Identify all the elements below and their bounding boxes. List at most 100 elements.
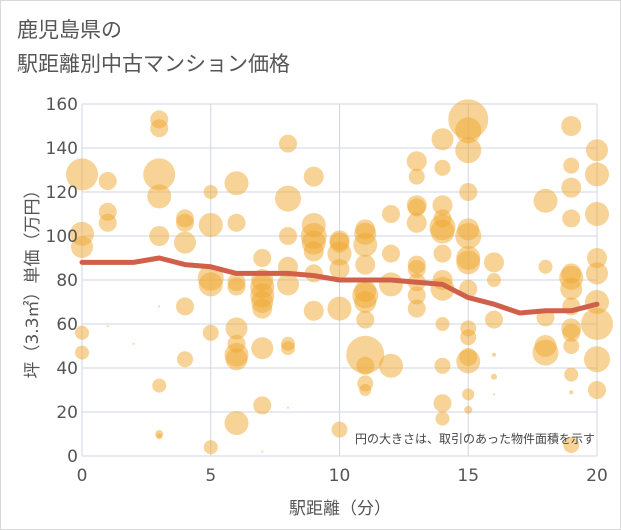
data-point	[176, 213, 194, 232]
data-point	[379, 272, 403, 297]
data-point	[71, 236, 93, 258]
data-point	[455, 117, 482, 144]
data-point	[253, 249, 272, 267]
data-point	[303, 300, 324, 321]
data-point	[538, 259, 553, 274]
data-point	[198, 272, 223, 297]
x-tick-label: 20	[586, 466, 608, 486]
data-point	[327, 241, 352, 266]
data-point	[303, 241, 324, 262]
y-tick-label: 160	[46, 95, 78, 115]
data-point	[143, 158, 176, 191]
data-point	[253, 396, 272, 415]
data-point	[75, 325, 89, 340]
data-point	[327, 296, 352, 321]
data-point	[563, 157, 580, 174]
data-point	[464, 405, 473, 414]
y-tick-label: 100	[46, 227, 78, 247]
data-point	[252, 298, 273, 319]
data-point	[406, 151, 427, 172]
data-point	[487, 273, 501, 287]
data-point	[434, 357, 451, 374]
bubble-size-note: 円の大きさは、取引のあった物件面積を示す	[355, 431, 595, 446]
y-tick-label: 120	[46, 183, 78, 203]
data-point	[433, 244, 452, 263]
data-point	[492, 352, 496, 357]
data-point	[132, 342, 135, 345]
data-point	[435, 317, 450, 331]
data-point	[430, 219, 455, 244]
data-point	[406, 212, 427, 233]
data-point	[382, 244, 400, 263]
data-point	[152, 378, 167, 393]
data-point	[281, 341, 295, 356]
data-point	[227, 213, 246, 232]
chart-title-line-1: 鹿児島県の	[17, 18, 122, 42]
data-point	[459, 183, 478, 201]
data-point	[456, 250, 481, 275]
data-point	[225, 317, 248, 340]
data-point	[379, 353, 403, 378]
data-point	[98, 172, 117, 190]
data-point	[407, 260, 426, 278]
data-point	[261, 450, 264, 453]
data-point	[485, 310, 503, 329]
trend-line-series	[79, 255, 600, 316]
data-point	[564, 367, 579, 382]
x-tick-label: 5	[205, 466, 216, 486]
data-point	[224, 171, 249, 196]
data-point	[586, 262, 608, 285]
y-tick-label: 40	[56, 359, 78, 379]
data-point	[382, 205, 400, 223]
data-point	[484, 252, 504, 273]
data-point	[227, 277, 246, 296]
data-point	[407, 299, 426, 318]
data-point	[560, 277, 583, 300]
data-point	[587, 248, 607, 268]
y-tick-label: 80	[56, 271, 78, 291]
data-point	[563, 338, 580, 354]
data-point	[177, 351, 193, 368]
x-tick-label: 15	[457, 466, 479, 486]
data-point	[586, 139, 608, 162]
data-point	[455, 223, 482, 249]
data-point	[493, 393, 495, 396]
chart-title: 鹿児島県の 駅距離別中古マンション価格	[17, 13, 290, 81]
data-point	[532, 339, 559, 366]
data-point	[432, 195, 453, 216]
data-point	[287, 406, 289, 409]
data-point	[491, 373, 497, 380]
data-point	[581, 308, 613, 340]
data-point	[584, 346, 610, 373]
data-point	[147, 184, 172, 209]
data-point	[329, 259, 350, 279]
chart-title-line-2: 駅距離別中古マンション価格	[17, 52, 290, 76]
data-point	[225, 348, 248, 371]
x-tick-label: 10	[329, 466, 351, 486]
data-point	[435, 411, 450, 426]
data-point	[346, 335, 385, 374]
data-point	[279, 134, 297, 153]
data-point	[356, 356, 375, 375]
data-point	[106, 325, 109, 328]
data-point	[460, 329, 477, 346]
data-point	[455, 137, 482, 164]
data-point	[456, 349, 481, 374]
data-point	[433, 394, 452, 413]
data-point	[355, 254, 376, 275]
data-point	[585, 202, 609, 226]
data-point	[156, 433, 163, 440]
data-point	[176, 297, 194, 316]
data-point	[569, 390, 574, 395]
data-point	[588, 381, 606, 399]
data-point	[303, 166, 324, 187]
data-point	[408, 168, 425, 185]
data-point	[251, 337, 274, 360]
data-point	[202, 324, 219, 341]
data-point	[431, 128, 454, 151]
data-point	[585, 162, 609, 187]
data-point	[275, 185, 301, 212]
data-point	[75, 345, 89, 360]
data-point	[331, 421, 348, 438]
